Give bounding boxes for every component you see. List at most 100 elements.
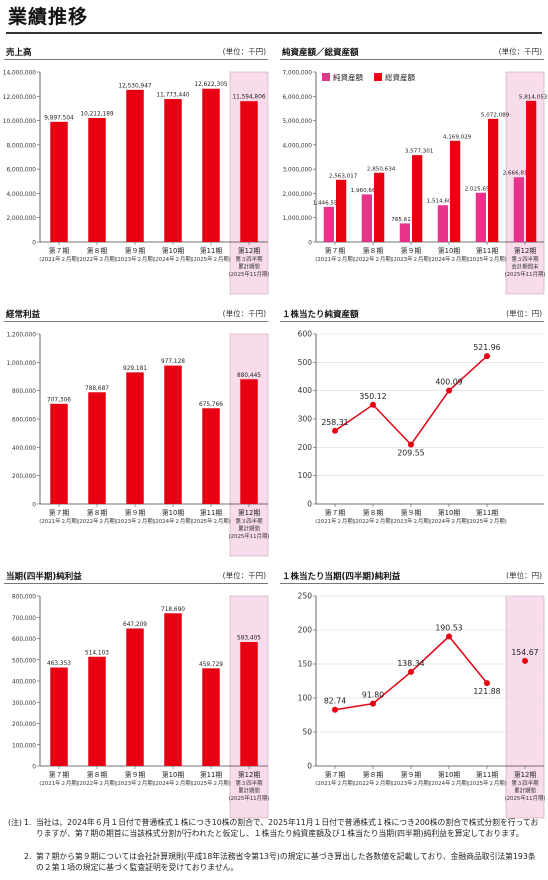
legend-swatch <box>322 73 330 81</box>
bar <box>361 194 372 242</box>
x-tick-sublabel: 累計期間 <box>238 263 260 271</box>
x-tick-sublabel: (2025年11月期) <box>229 532 270 540</box>
x-tick-label: 第10期 <box>162 508 184 517</box>
x-tick-label: 第11期 <box>200 770 222 779</box>
y-tick-label: 10,000,000 <box>3 119 37 125</box>
footnote-text: 第７期から第９期については会社計算規則(平成18年法務省令第13号)の規定に基づ… <box>36 852 536 872</box>
data-label: 459,729 <box>199 662 223 668</box>
x-tick-label: 第８期 <box>363 246 384 255</box>
y-tick-label: 300 <box>298 415 313 424</box>
data-label: 514,103 <box>85 650 109 656</box>
bar <box>513 177 524 242</box>
chart-header: 純資産額／総資産額 (単位：千円) <box>280 46 548 60</box>
data-label: 4,169,029 <box>443 134 472 140</box>
data-label: 583,405 <box>237 636 261 642</box>
x-tick-label: 第11期 <box>476 246 498 255</box>
y-tick-label: 4,000,000 <box>282 143 312 149</box>
bar <box>202 408 220 504</box>
y-tick-label: 2,000,000 <box>282 192 312 198</box>
data-point <box>332 427 338 434</box>
data-label: 12,622,305 <box>194 82 228 88</box>
x-tick-label: 第７期 <box>325 508 346 517</box>
y-tick-label: 0 <box>32 503 36 509</box>
data-label: 258.31 <box>321 418 348 427</box>
bar <box>336 179 347 242</box>
y-tick-label: 800,000 <box>12 389 36 395</box>
y-tick-label: 600 <box>298 330 313 339</box>
y-tick-label: 50 <box>302 728 312 737</box>
data-label: 5,814,053 <box>519 94 548 100</box>
x-tick-label: 第11期 <box>476 508 498 517</box>
x-tick-sublabel: (2023年２月期) <box>391 255 431 263</box>
bar <box>126 372 144 504</box>
bar <box>88 392 106 504</box>
y-tick-label: 1,200,000 <box>6 333 36 339</box>
x-tick-label: 第10期 <box>162 770 184 779</box>
sales-chart-panel: 売上高 (単位：千円) 0 2,000,000 4,000,000 6,000,000… <box>3 46 272 311</box>
y-tick-label: 500 <box>298 358 313 367</box>
y-tick-label: 3,000,000 <box>282 168 312 174</box>
chart-header: １株当たり当期(四半期)純利益 (単位：円) <box>280 570 548 584</box>
x-tick-sublabel: 第３四半期 <box>512 255 539 263</box>
x-tick-sublabel: 第３四半期 <box>236 255 263 263</box>
chart-unit: (単位：千円) <box>222 309 266 318</box>
bar <box>475 192 486 242</box>
net-income-chart-panel: 当期(四半期)純利益 (単位：千円) 0 100,000 200,000 300,00… <box>4 570 272 835</box>
data-point <box>522 657 528 664</box>
series-line <box>334 355 488 446</box>
data-label: 154.67 <box>511 648 538 657</box>
eps-line-chart: 0 50 100 150 200 250 第７期(2021年２月期) 第８期(2022年２月期… <box>298 592 545 819</box>
x-tick-sublabel: (2023年２月期) <box>115 779 155 787</box>
y-tick-label: 200,000 <box>12 474 36 480</box>
data-label: 2,025,655 <box>465 186 494 192</box>
x-tick-sublabel: 会計期間末 <box>512 263 540 271</box>
x-tick-sublabel: (2024年２月期) <box>153 779 193 787</box>
net-income-bar-chart: 0 100,000 200,000 300,000 400,000 500,000 600,… <box>12 595 269 819</box>
y-tick-label: 6,000,000 <box>282 95 312 101</box>
x-tick-label: 第９期 <box>401 246 422 255</box>
x-tick-sublabel: (2023年２月期) <box>391 517 431 525</box>
data-label: 880,445 <box>237 373 261 379</box>
data-point <box>408 441 414 448</box>
bar <box>526 100 537 242</box>
x-tick-sublabel: (2024年２月期) <box>153 517 193 525</box>
x-tick-sublabel: (2024年２月期) <box>429 517 469 525</box>
chart-title: １株当たり当期(四半期)純利益 <box>282 572 401 582</box>
data-label: 91.80 <box>362 691 384 700</box>
bar <box>164 99 182 242</box>
highlight-region <box>505 71 545 295</box>
x-tick-label: 第８期 <box>363 770 384 779</box>
x-tick-sublabel: (2023年２月期) <box>115 255 155 263</box>
x-tick-label: 第11期 <box>476 770 498 779</box>
chart-header: 売上高 (単位：千円) <box>4 46 272 60</box>
chart-header: 当期(四半期)純利益 (単位：千円) <box>4 570 272 584</box>
y-tick-label: 150 <box>298 660 313 669</box>
x-tick-sublabel: (2024年２月期) <box>153 255 193 263</box>
data-point <box>408 668 414 675</box>
x-tick-label: 第７期 <box>49 508 70 517</box>
title-divider <box>6 32 542 34</box>
y-tick-label: 100 <box>298 471 313 480</box>
x-tick-label: 第８期 <box>87 508 108 517</box>
chart-divider <box>4 321 268 322</box>
x-tick-label: 第12期 <box>514 246 536 255</box>
x-tick-sublabel: 第３四半期 <box>512 779 539 787</box>
chart-title: 売上高 <box>6 48 32 58</box>
x-tick-sublabel: (2023年２月期) <box>391 779 431 787</box>
data-point <box>446 633 452 640</box>
chart-title: 当期(四半期)純利益 <box>6 572 82 582</box>
data-label: 9,897,504 <box>44 115 74 121</box>
bar <box>50 667 68 766</box>
x-tick-sublabel: (2021年２月期) <box>39 517 79 525</box>
y-tick-label: 200,000 <box>12 722 36 728</box>
bar <box>374 172 385 242</box>
x-tick-label: 第10期 <box>438 508 460 517</box>
y-tick-label: 600,000 <box>12 637 36 643</box>
bps-line-chart: 0 100 200 300 400 500 600 第７期(2021年２月期) 第８期(2022… <box>298 330 544 525</box>
x-tick-sublabel: (2021年２月期) <box>39 255 79 263</box>
x-tick-sublabel: (2022年２月期) <box>77 255 117 263</box>
x-tick-sublabel: (2022年２月期) <box>353 255 393 263</box>
x-tick-sublabel: 第３四半期 <box>236 779 263 787</box>
x-tick-sublabel: (2025年11月期) <box>229 270 270 278</box>
bar <box>437 205 448 242</box>
